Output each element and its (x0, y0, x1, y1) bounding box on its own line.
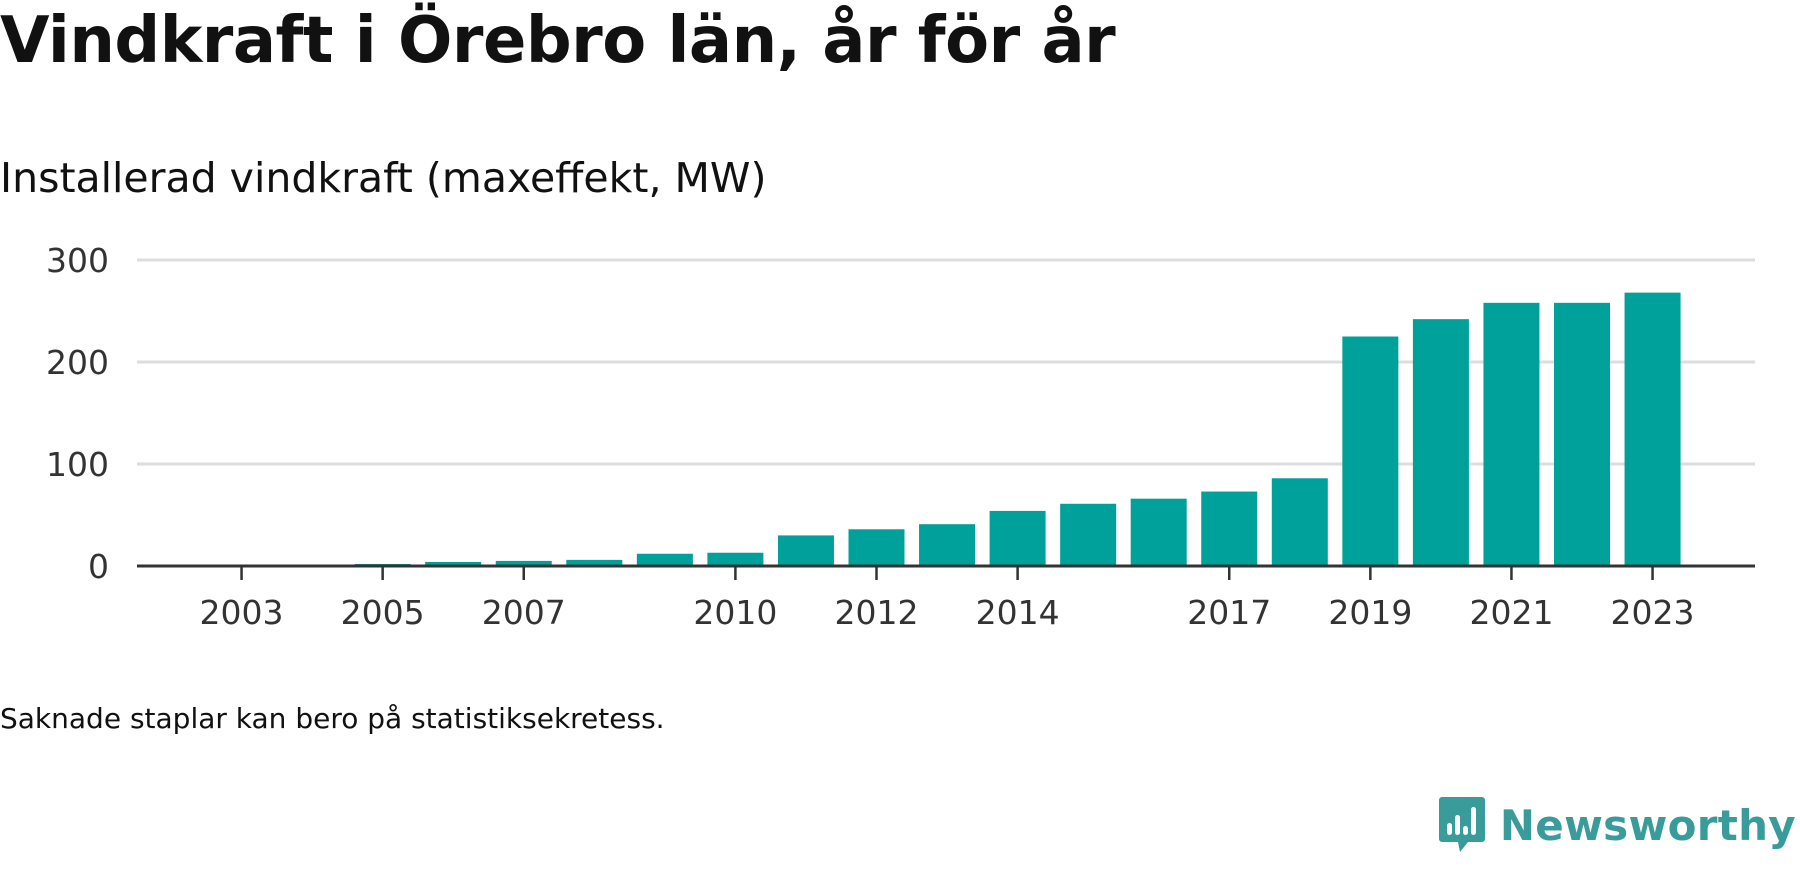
bar-2009 (636, 553, 693, 566)
axes: 0 100 200 300 2003 2005 2007 2010 2012 2014 2017 20… (46, 241, 1755, 632)
bar-chart: 0 100 200 300 2003 2005 2007 2010 2012 2014 2017 20… (46, 241, 1755, 632)
x-tick-label: 2012 (835, 593, 919, 632)
bar-2016 (1130, 498, 1187, 566)
bar-2018 (1271, 478, 1328, 566)
newsworthy-logo-icon (1438, 797, 1485, 852)
bar-2006 (425, 561, 482, 566)
bar-2010 (707, 552, 764, 566)
bar-2021 (1483, 302, 1540, 566)
bar-2011 (777, 535, 834, 566)
x-tick-label: 2023 (1611, 593, 1695, 632)
footnote: Saknade staplar kan bero på statistiksek… (0, 702, 665, 735)
bar-2022 (1554, 302, 1610, 566)
bar-2023 (1624, 292, 1681, 566)
bar-2013 (919, 524, 976, 566)
bars (143, 292, 1681, 566)
brand-logo: Newsworthy (1438, 795, 1796, 855)
chart-title: Vindkraft i Örebro län, år för år (0, 4, 1116, 78)
x-tick-label: 2010 (693, 593, 777, 632)
bar-2017 (1201, 491, 1258, 566)
bar-2015 (1060, 503, 1117, 566)
x-tick-label: 2005 (341, 593, 425, 632)
bar-2008 (566, 559, 623, 566)
bar-2019 (1342, 336, 1399, 566)
y-tick-label: 0 (88, 547, 109, 586)
chart-subtitle: Installerad vindkraft (maxeffekt, MW) (0, 154, 767, 202)
bar-2014 (989, 510, 1046, 566)
x-tick-label: 2021 (1469, 593, 1553, 632)
x-tick-label: 2003 (200, 593, 284, 632)
y-tick-label: 100 (46, 445, 109, 484)
brand-name: Newsworthy (1499, 800, 1796, 850)
y-tick-label: 200 (46, 343, 109, 382)
x-tick-label: 2014 (976, 593, 1060, 632)
bar-2020 (1412, 319, 1469, 566)
y-tick-label: 300 (46, 241, 109, 280)
bar-2012 (848, 529, 905, 566)
x-tick-label: 2007 (482, 593, 566, 632)
x-tick-label: 2017 (1187, 593, 1271, 632)
x-tick-label: 2019 (1328, 593, 1412, 632)
bar-2007 (495, 560, 552, 566)
